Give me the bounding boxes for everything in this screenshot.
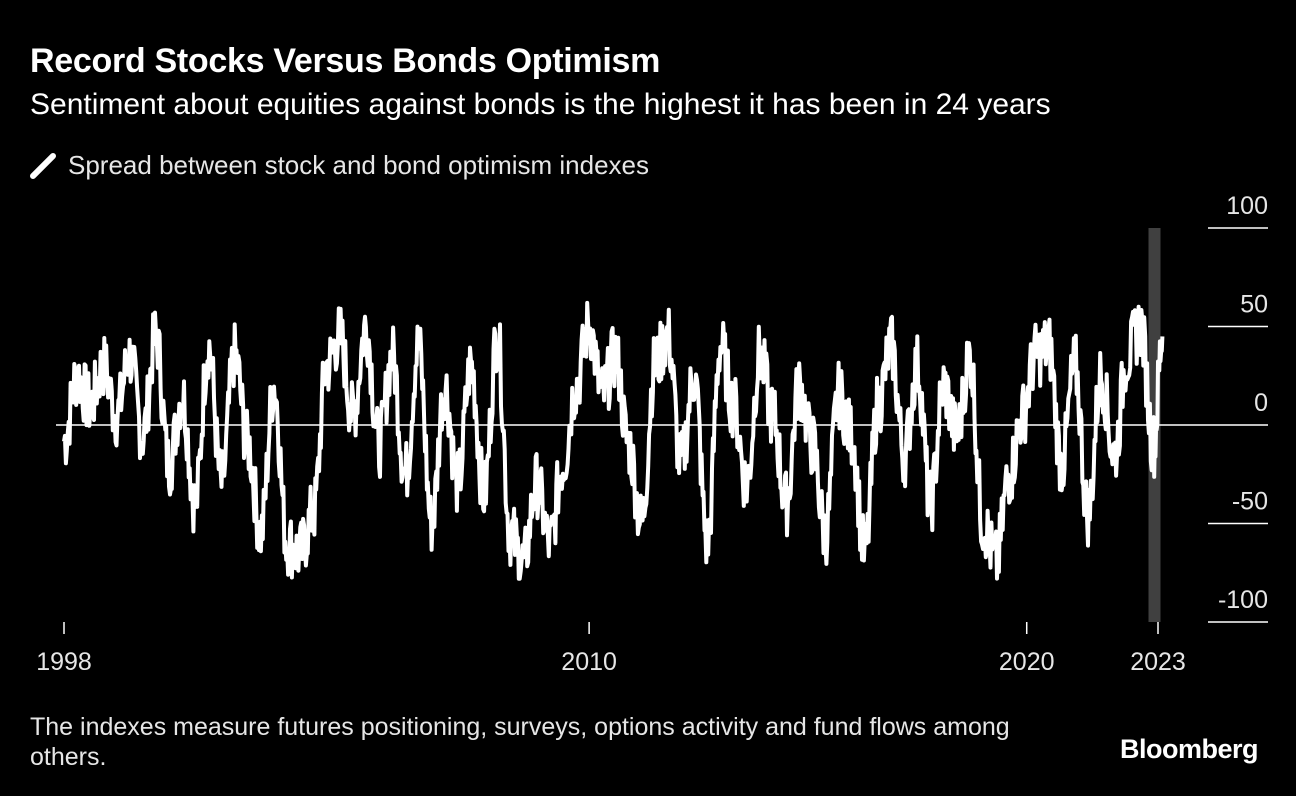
legend: Spread between stock and bond optimism i…	[30, 150, 649, 181]
y-tick-label: -50	[1232, 488, 1268, 516]
x-tick-label: 2023	[1130, 648, 1186, 676]
y-tick-label: -100	[1218, 586, 1268, 614]
x-tick-label: 2020	[999, 648, 1055, 676]
y-tick-label: 0	[1254, 389, 1268, 417]
chart-subtitle: Sentiment about equities against bonds i…	[30, 88, 1051, 121]
y-tick-label: 100	[1226, 192, 1268, 220]
line-swatch-icon	[30, 152, 56, 179]
x-tick-label: 2010	[561, 648, 617, 676]
chart-title: Record Stocks Versus Bonds Optimism	[30, 42, 661, 80]
bloomberg-logo: Bloomberg	[1119, 734, 1259, 764]
y-tick-label: 50	[1240, 291, 1268, 319]
chart-footnote: The indexes measure futures positioning,…	[30, 713, 1010, 771]
x-tick-label: 1998	[36, 648, 92, 676]
series-line-spread	[62, 300, 1165, 581]
legend-label: Spread between stock and bond optimism i…	[68, 150, 650, 180]
